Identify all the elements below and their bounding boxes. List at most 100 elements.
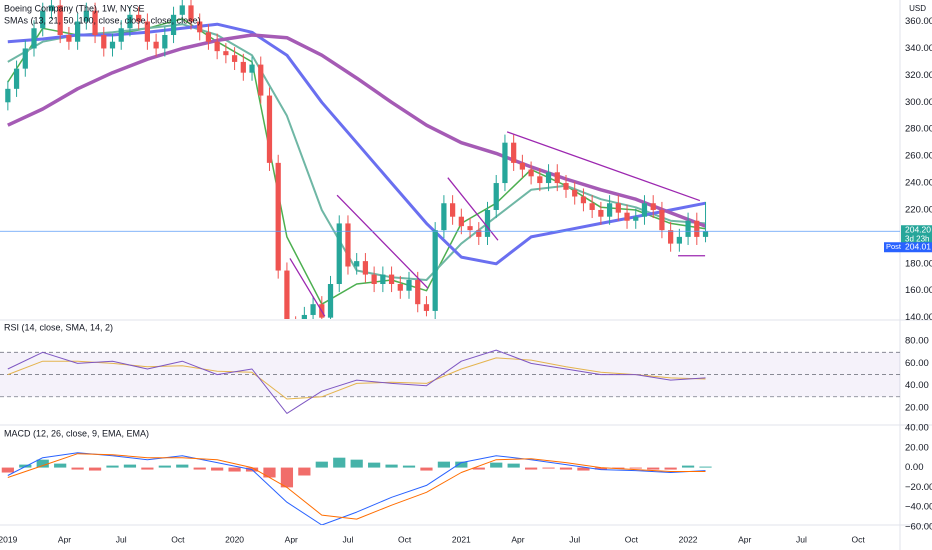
candle-body [598,209,604,217]
macd-pane [1,452,712,525]
candle-body [136,14,142,22]
macd-line [7,453,706,520]
candle-body [109,41,116,49]
candle-body [467,226,473,231]
candle-body [214,41,220,52]
y-tick-label: 0.00 [905,462,924,473]
candle-body [66,34,72,42]
x-tick-label: Jul [569,534,580,544]
candle-body [75,21,81,42]
candle-body [545,172,552,184]
y-tick-label: 40.00 [905,422,929,433]
candle-body [197,21,203,33]
macd-histogram-bar [141,467,154,470]
candle-body [511,142,517,163]
indicator-label: SMAs (13, 21, 50, 100, close, close, clo… [4,15,201,25]
x-tick-label: Jul [343,534,354,544]
macd-histogram-bar [368,462,381,468]
macd-histogram-bar [455,461,468,468]
x-tick-label: Oct [398,534,412,544]
y-tick-label: 20.00 [905,402,929,413]
last-price-label: 204.20 [905,224,931,234]
candle-body [397,284,403,291]
candle-body [345,223,351,267]
macd-histogram-bar [385,464,398,468]
y-tick-label: 340.00 [905,43,932,54]
y-tick-label: −20.00 [905,482,932,493]
countdown-label: 3d 23h [905,234,929,243]
macd-histogram-bar [542,467,555,469]
candle-body [493,183,499,210]
macd-histogram-bar [647,467,660,470]
candle-body [327,284,334,318]
post-tag [884,242,901,253]
candle-body [153,41,159,49]
macd-histogram-bar [594,467,607,470]
macd-histogram-bar [472,467,485,470]
last-price-box [901,225,932,246]
candle-body [528,169,534,177]
x-tick-label: Apr [285,534,298,544]
candle-body [5,88,11,103]
y-tick-label: 240.00 [905,178,932,189]
x-tick-label: Oct [852,534,866,544]
macd-histogram-bar [54,463,67,468]
candle-body [205,32,212,42]
candle-body [258,64,264,96]
candle-body [188,5,194,22]
y-tick-label: 40.00 [905,380,929,391]
y-tick-label: 320.00 [905,70,932,81]
x-tick-label: Apr [738,534,751,544]
candle-body [240,61,246,73]
candle-body [275,162,281,271]
sma-line [7,33,707,228]
macd-histogram-bar [106,465,119,468]
candle-body [432,230,438,311]
candle-body [127,14,133,29]
macd-line [7,452,706,525]
macd-histogram-bar [280,467,294,488]
y-tick-label: 220.00 [905,204,932,215]
macd-histogram-bar [211,467,224,471]
macd-histogram-bar [193,467,206,470]
x-tick-label: Apr [511,534,524,544]
macd-histogram-bar [123,464,137,468]
x-tick-label: Jul [116,534,127,544]
candle-body [48,5,55,11]
candle-body [406,279,412,291]
macd-histogram-bar [612,467,625,469]
macd-histogram-bar [158,465,171,468]
rsi-title: RSI (14, close, SMA, 14, 2) [4,322,113,332]
y-tick-label: 160.00 [905,285,932,296]
macd-title: MACD (12, 26, close, 9, EMA, EMA) [4,428,149,438]
candle-body [13,68,20,89]
candle-body [519,162,525,170]
y-tick-label: 180.00 [905,258,932,269]
candle-body [502,142,508,184]
macd-histogram-bar [298,467,311,476]
candle-body [310,304,316,315]
candle-body [57,5,63,35]
y-tick-label: −60.00 [905,521,932,532]
candle-body [388,274,395,285]
candle-body [231,55,238,62]
candle-body [668,230,674,244]
x-tick-label: 2019 [0,534,18,544]
x-tick-label: Jul [796,534,807,544]
y-tick-label: 260.00 [905,151,932,162]
candle-body [641,203,648,217]
macd-histogram-bar [699,466,712,468]
candle-body [31,28,37,49]
candle-body [441,203,447,231]
macd-histogram-bar [333,457,346,468]
candle-body [354,261,360,267]
candle-body [476,230,482,237]
candle-body [572,189,578,197]
candle-body [615,203,621,213]
candle-body [450,203,456,217]
y-tick-label: 20.00 [905,442,929,453]
candle-body [170,14,177,35]
candle-body [580,196,587,204]
candle-body [702,231,709,237]
